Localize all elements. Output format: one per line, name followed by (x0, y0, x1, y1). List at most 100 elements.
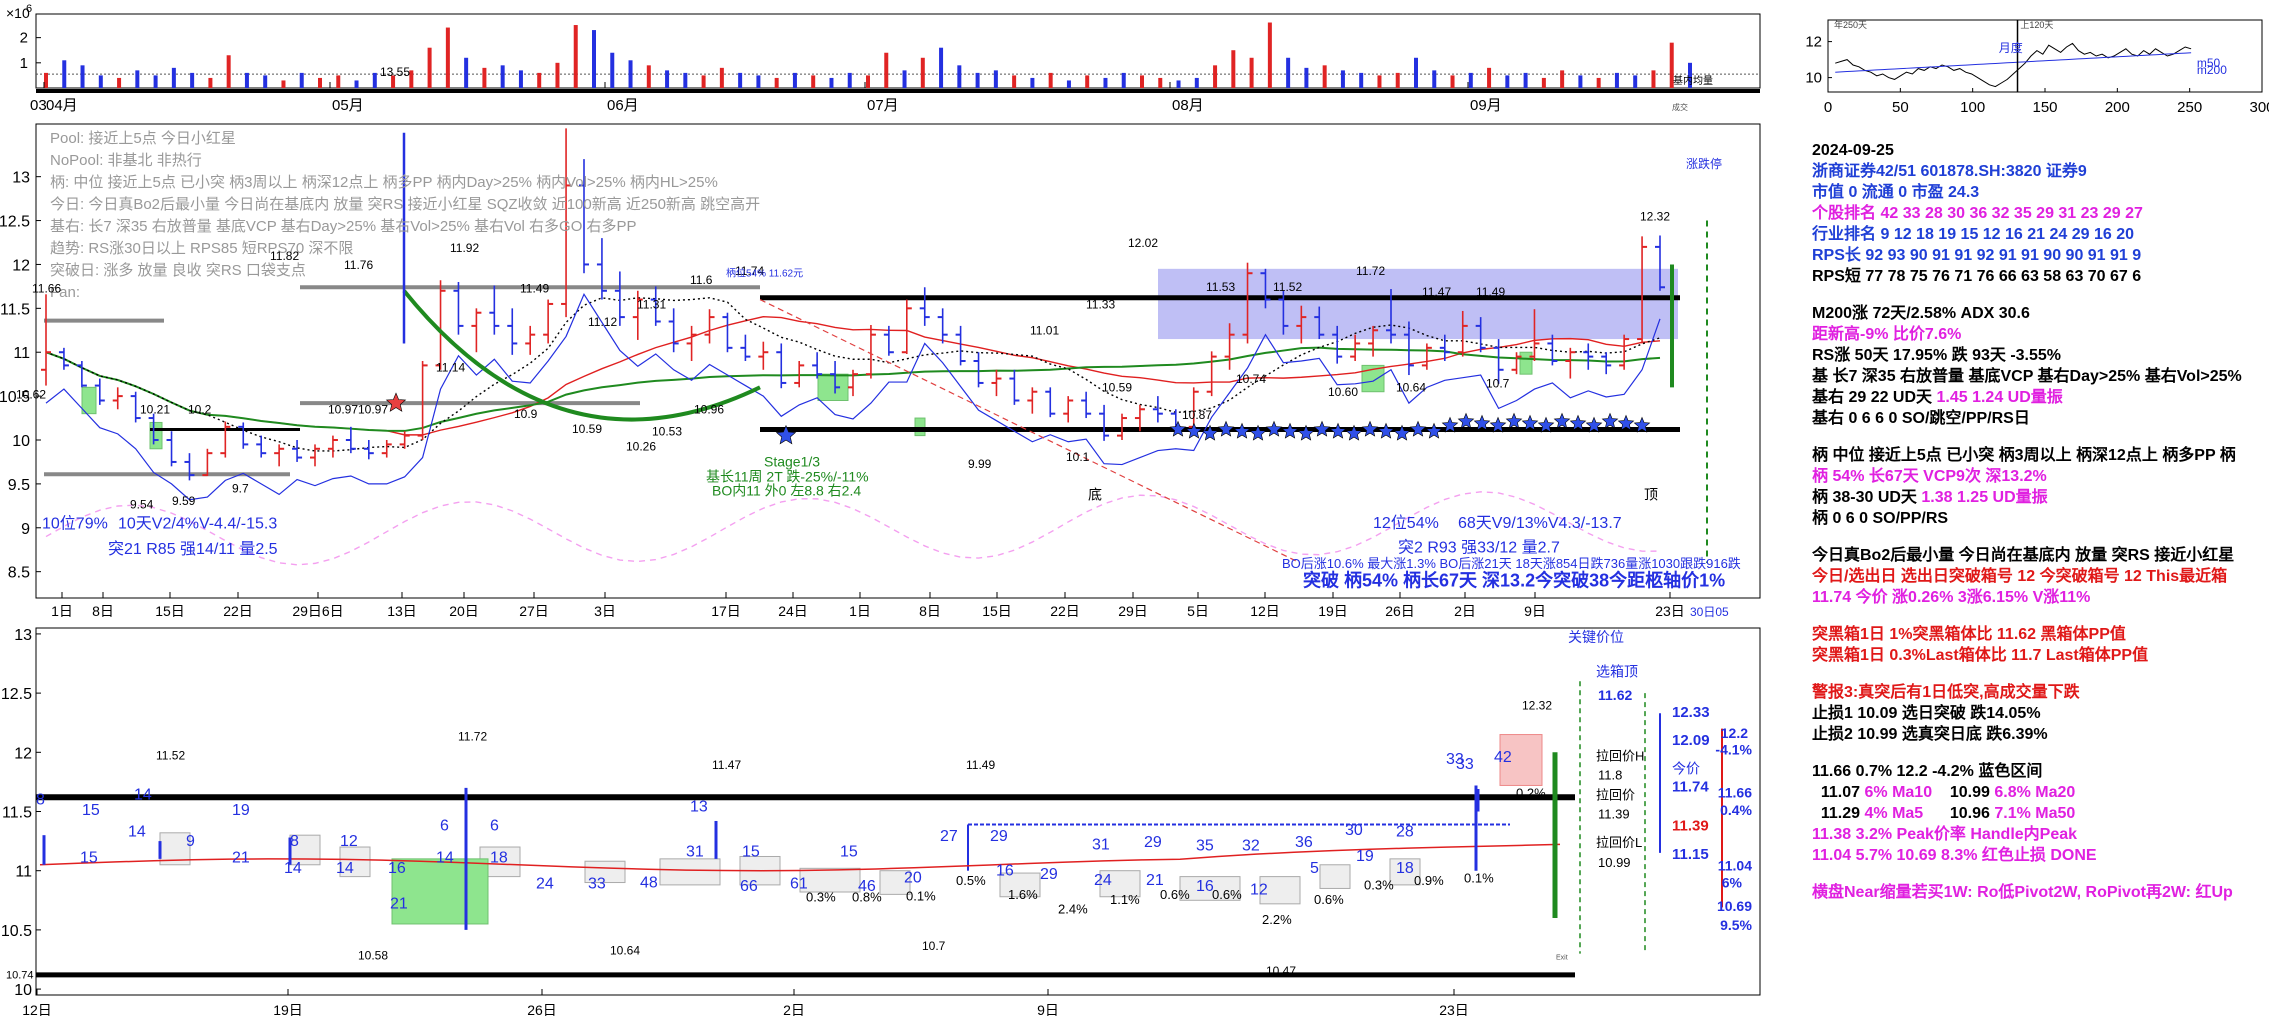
lower-count-label: 48 (640, 874, 658, 891)
info-ma5-b: 4% Ma5 (1864, 805, 1924, 822)
lower-pct-label: 0.6% (1160, 887, 1190, 902)
volume-bar (920, 57, 925, 88)
price-xtick-label: 22日 (223, 603, 253, 619)
info-ma10-a: 11.07 (1820, 784, 1865, 801)
lower-count-label: 15 (82, 802, 100, 819)
volume-bar (1614, 72, 1619, 88)
price-ytick-label: 10.5 (0, 389, 30, 406)
rps-xtick-label: 300 (2249, 99, 2269, 116)
lower-grey-box (1099, 870, 1141, 898)
volume-bar (391, 75, 396, 88)
volume-bar (1395, 72, 1400, 88)
price-xtick-label: 17日 (711, 603, 741, 619)
volume-bar (299, 72, 304, 88)
price-value-label: 10.96 (694, 403, 724, 417)
volume-bar (482, 67, 487, 88)
rps-label-month: 月度 (1999, 40, 2023, 55)
lower-bottom-label: 10.64 (610, 944, 640, 958)
volume-bar (1432, 70, 1437, 88)
volume-bar (1487, 67, 1492, 88)
price-value-label: 10.97 (358, 403, 388, 417)
volume-bar (1541, 77, 1546, 88)
price-blue-star (1425, 422, 1443, 439)
lower-ytick-label: 12.5 (1, 686, 32, 703)
price-blue-star (1345, 424, 1363, 441)
lower-count-label: 29 (1144, 834, 1162, 851)
volume-bar (1048, 72, 1053, 88)
lower-count-label: 13 (690, 799, 708, 816)
volume-bar (1468, 72, 1473, 88)
volume-ytick-label: 2 (20, 30, 28, 47)
price-rs-line (45, 293, 1661, 501)
price-ytick-label: 8.5 (8, 565, 30, 582)
price-info-line: 基右: 长7 深35 右放普量 基底VCP 基右Day>25% 基右Vol>25… (50, 218, 637, 235)
volume-bar (1669, 42, 1674, 88)
volume-month-label: 04月 (46, 97, 78, 114)
price-value-label: 12.02 (1128, 236, 1158, 250)
volume-bar (975, 72, 980, 88)
lower-count-label: 14 (284, 860, 302, 877)
price-blue-star (1361, 420, 1379, 437)
price-blue-star (1313, 420, 1331, 437)
info-ma50-b: 7.1% Ma50 (1994, 805, 2076, 822)
price-xtick-label: 5日 (1187, 603, 1209, 619)
lower-count-label: 27 (940, 828, 958, 845)
price-blue-star (1265, 420, 1283, 437)
lower-count-label: 29 (990, 828, 1008, 845)
side-info-panel: 2024-09-25 浙商证券42/51 601878.SH:3820 证券9 … (1812, 140, 2267, 903)
price-blue-star (1393, 424, 1411, 441)
lower-xtick-label: 23日 (1439, 1002, 1469, 1018)
lower-xtick-label: 9日 (1037, 1002, 1059, 1018)
price-value-label: 11.53 (1206, 280, 1235, 294)
volume-bar (226, 55, 231, 88)
info-date: 2024-09-25 (1812, 142, 1894, 159)
volume-bar (135, 70, 140, 88)
info-base-ud-a: 基右 29 22 UD天 (1812, 389, 1937, 406)
volume-bar (62, 60, 67, 88)
lower-r1209: 12.09 (1672, 732, 1710, 749)
info-rps-long-row: RPS长 92 93 90 91 91 92 91 91 90 90 91 91… (1812, 245, 2267, 266)
price-trend-line (759, 299, 1301, 564)
price-blue-star (1409, 420, 1427, 437)
lower-count-label: 14 (436, 849, 454, 866)
lower-pull-l-value: 10.99 (1598, 855, 1631, 870)
price-value-label: 11.52 (1273, 280, 1302, 294)
price-green-box (817, 373, 849, 401)
lower-count-label: 31 (686, 843, 704, 860)
lower-pct-label: 0.1% (1464, 871, 1494, 886)
price-stage-c: BO内11 外0 左8.8 右2.4 (712, 482, 861, 498)
info-today: 今日真Bo2后最小量 今日尚在基底内 放量 突RS 接近小红星 (1812, 547, 2235, 564)
lower-grey-box (879, 870, 911, 895)
lower-pull-h-value: 11.8 (1598, 768, 1622, 783)
lower-count-label: 18 (490, 849, 508, 866)
volume-bar (263, 75, 268, 88)
price-value-label: 11.74 (735, 264, 764, 278)
price-value-label: 11.47 (1422, 285, 1451, 299)
info-handle3-b: 1.38 1.25 UD量振 (1921, 489, 2048, 506)
lower-pull-h-label: 拉回价H (1596, 749, 1644, 764)
price-ma10-line (45, 297, 1661, 452)
lower-ma-line (39, 843, 1561, 872)
info-industry-row: 行业排名 9 12 18 19 15 12 16 21 24 29 16 20 (1812, 224, 2267, 245)
volume-bar (171, 67, 176, 88)
price-blue-star (1489, 416, 1507, 433)
volume-bar (646, 65, 651, 88)
lower-count-label: 33 (1456, 756, 1474, 773)
volume-bar (884, 52, 889, 88)
price-blue-star (1601, 412, 1619, 429)
volume-bar (190, 72, 195, 88)
volume-bar (939, 47, 944, 88)
price-green-box (914, 417, 926, 437)
price-xtick-label: 1日 (849, 603, 871, 619)
price-pink-dash-line (45, 491, 1661, 566)
price-value-label: 11.92 (450, 241, 479, 255)
price-value-label: 10.9 (514, 407, 538, 421)
lower-grey-box (584, 860, 626, 884)
lower-now-label: 今价 (1672, 761, 1700, 777)
volume-bar (500, 65, 505, 88)
lower-r1104: 11.04 (1718, 858, 1752, 874)
price-xtick-label: 13日 (387, 603, 417, 619)
volume-bar (1231, 50, 1236, 88)
price-blue-star (1217, 420, 1235, 437)
lower-count-label: 32 (1242, 838, 1260, 855)
